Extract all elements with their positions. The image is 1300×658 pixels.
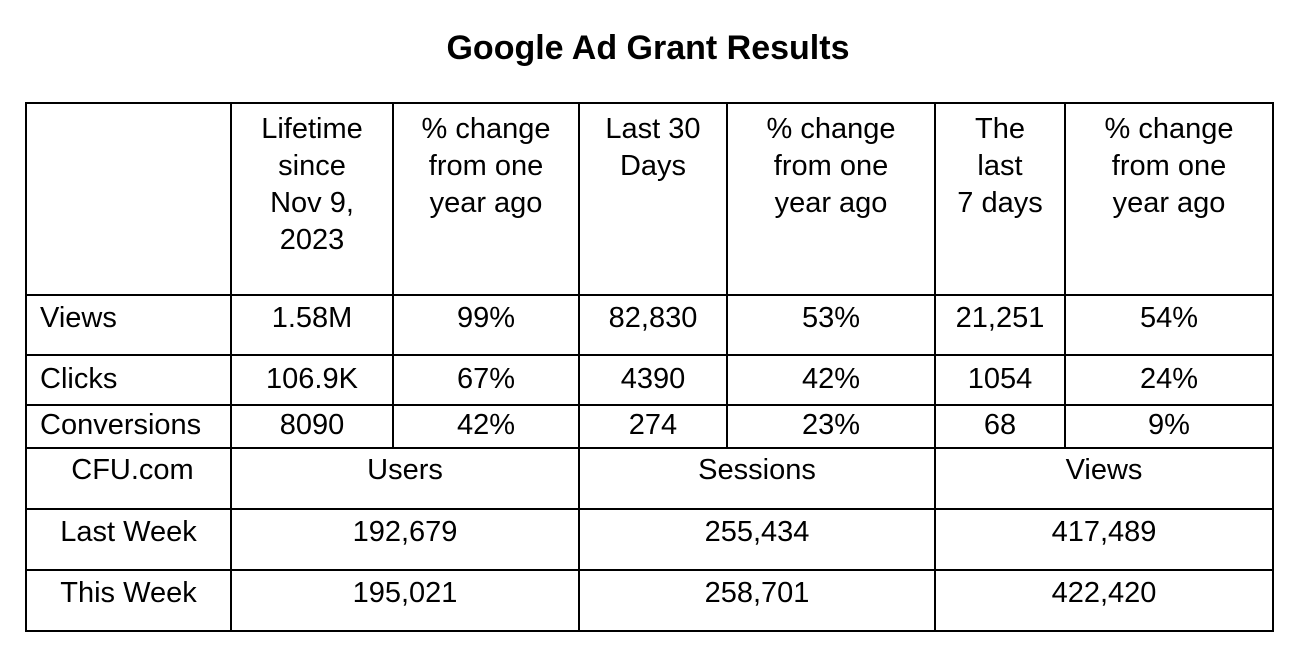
last-7-days-value: 1054 [934,354,1066,406]
last-7-days-value: 21,251 [934,294,1066,356]
table-row-views: Views 1.58M 99% 82,830 53% 21,251 54% [25,294,1274,356]
sessions-value: 255,434 [578,508,936,571]
row-label: Last Week [25,508,232,571]
row-label: This Week [25,569,232,632]
row-label: Clicks [25,354,232,406]
site-header-row: CFU.com Users Sessions Views [25,447,1274,510]
table-row-conversions: Conversions 8090 42% 274 23% 68 9% [25,404,1274,449]
pct-change-30-days-value: 23% [726,404,936,449]
pct-change-lifetime-value: 99% [392,294,580,356]
site-header-views: Views [934,447,1274,510]
pct-change-30-days-value: 53% [726,294,936,356]
pct-change-7-days-value: 54% [1064,294,1274,356]
views-value: 422,420 [934,569,1274,632]
header-pct-change-lifetime: % change from one year ago [392,102,580,296]
table-row-this-week: This Week 195,021 258,701 422,420 [25,569,1274,632]
header-pct-change-30-days: % change from one year ago [726,102,936,296]
pct-change-lifetime-value: 67% [392,354,580,406]
views-value: 417,489 [934,508,1274,571]
header-last-30-days: Last 30 Days [578,102,728,296]
lifetime-value: 1.58M [230,294,394,356]
site-header-users: Users [230,447,580,510]
sessions-value: 258,701 [578,569,936,632]
row-label: Conversions [25,404,232,449]
users-value: 195,021 [230,569,580,632]
pct-change-30-days-value: 42% [726,354,936,406]
results-table: Lifetime since Nov 9, 2023 % change from… [25,102,1274,632]
last-30-days-value: 4390 [578,354,728,406]
last-30-days-value: 274 [578,404,728,449]
row-label: Views [25,294,232,356]
site-header-sessions: Sessions [578,447,936,510]
pct-change-lifetime-value: 42% [392,404,580,449]
header-last-7-days: The last 7 days [934,102,1066,296]
header-lifetime: Lifetime since Nov 9, 2023 [230,102,394,296]
table-row-clicks: Clicks 106.9K 67% 4390 42% 1054 24% [25,354,1274,406]
pct-change-7-days-value: 9% [1064,404,1274,449]
users-value: 192,679 [230,508,580,571]
header-pct-change-7-days: % change from one year ago [1064,102,1274,296]
page-title: Google Ad Grant Results [446,29,850,67]
table-row-last-week: Last Week 192,679 255,434 417,489 [25,508,1274,571]
ad-header-row: Lifetime since Nov 9, 2023 % change from… [25,102,1274,296]
header-blank-cell [25,102,232,296]
lifetime-value: 8090 [230,404,394,449]
site-header-label: CFU.com [25,447,232,510]
lifetime-value: 106.9K [230,354,394,406]
last-7-days-value: 68 [934,404,1066,449]
pct-change-7-days-value: 24% [1064,354,1274,406]
last-30-days-value: 82,830 [578,294,728,356]
